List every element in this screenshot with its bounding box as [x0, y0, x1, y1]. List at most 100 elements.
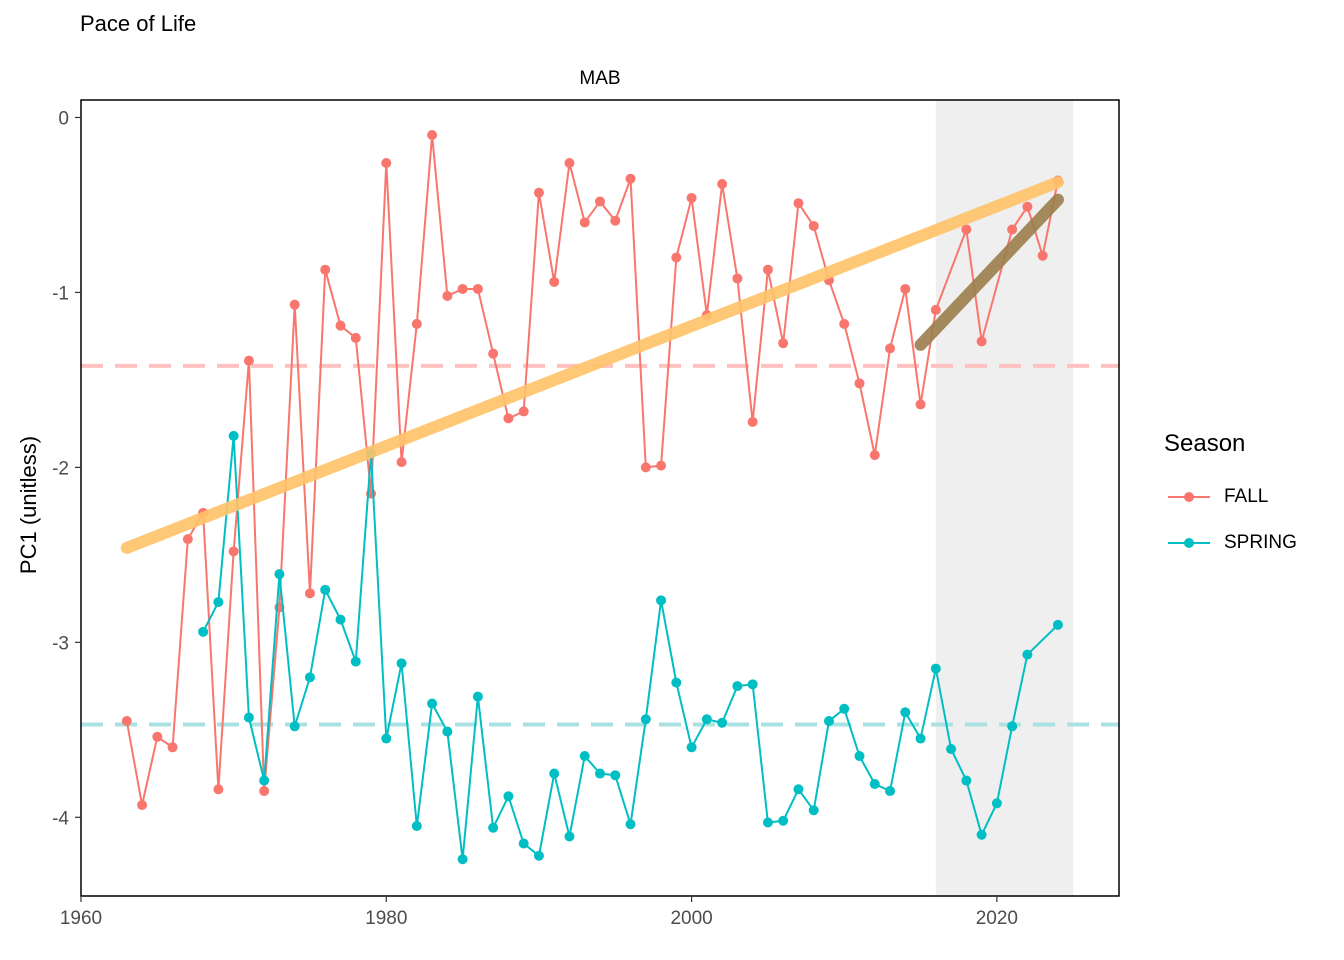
legend-key-spring	[1168, 538, 1210, 548]
data-point-fall	[930, 304, 941, 315]
series-line-spring	[202, 435, 1059, 860]
data-point-fall	[869, 450, 880, 461]
data-point-fall	[1022, 201, 1033, 212]
data-point-spring	[213, 597, 224, 608]
data-point-spring	[762, 817, 773, 828]
legend: Season FALL SPRING	[1164, 430, 1297, 566]
data-point-fall	[549, 276, 560, 287]
data-point-spring	[503, 791, 514, 802]
data-point-fall	[732, 273, 743, 284]
x-tick-label: 1960	[60, 908, 102, 929]
data-point-fall	[427, 129, 438, 140]
legend-item-spring: SPRING	[1164, 520, 1297, 566]
data-point-spring	[808, 805, 819, 816]
data-point-spring	[930, 663, 941, 674]
data-point-fall	[289, 299, 300, 310]
data-point-spring	[900, 707, 911, 718]
data-point-spring	[381, 733, 392, 744]
legend-label-spring: SPRING	[1224, 532, 1297, 553]
data-point-spring	[793, 784, 804, 795]
data-point-fall	[579, 217, 590, 228]
data-point-spring	[289, 721, 300, 732]
y-axis-label: PC1 (unitless)	[16, 436, 41, 574]
data-point-spring	[335, 614, 346, 625]
data-point-fall	[259, 786, 270, 797]
data-point-fall	[686, 192, 697, 203]
data-point-fall	[213, 784, 224, 795]
data-point-spring	[823, 716, 834, 727]
data-point-spring	[747, 679, 758, 690]
data-point-spring	[518, 838, 529, 849]
data-point-spring	[1022, 649, 1033, 660]
data-point-spring	[488, 822, 499, 833]
data-point-fall	[717, 178, 728, 189]
data-point-spring	[778, 815, 789, 826]
data-point-spring	[701, 714, 712, 725]
data-point-fall	[350, 332, 361, 343]
data-point-fall	[137, 800, 148, 811]
panel-label: MAB	[579, 68, 620, 89]
data-point-fall	[900, 283, 911, 294]
data-point-fall	[595, 196, 605, 207]
data-point-fall	[411, 318, 422, 329]
data-point-spring	[1007, 721, 1018, 732]
data-point-fall	[747, 416, 758, 427]
data-point-spring	[1052, 619, 1063, 630]
data-point-fall	[152, 731, 163, 742]
data-point-fall	[762, 264, 773, 275]
data-point-spring	[946, 744, 957, 755]
data-point-spring	[243, 712, 254, 723]
plot-area: 0 -1 -2 -3 -4 1960 1980 2000 2020	[52, 99, 1120, 929]
legend-label-fall: FALL	[1224, 486, 1269, 507]
data-point-spring	[304, 672, 315, 683]
y-tick-label: 0	[58, 108, 69, 129]
data-point-fall	[518, 406, 529, 417]
data-point-fall	[854, 378, 865, 389]
data-point-spring	[411, 821, 422, 832]
data-point-spring	[686, 742, 697, 753]
data-point-fall	[1007, 224, 1018, 235]
trend-line-recent	[914, 193, 1064, 351]
data-point-fall	[472, 283, 483, 294]
data-point-spring	[549, 768, 560, 779]
data-point-spring	[350, 656, 361, 667]
data-point-fall	[625, 173, 636, 184]
x-tick-label: 1980	[365, 908, 407, 929]
data-point-fall	[778, 338, 789, 349]
x-tick-label: 2000	[670, 908, 712, 929]
data-point-spring	[640, 714, 651, 725]
data-point-fall	[457, 283, 468, 294]
data-point-spring	[198, 626, 209, 637]
data-point-fall	[533, 187, 544, 198]
data-point-spring	[228, 430, 239, 441]
data-point-spring	[854, 751, 865, 762]
data-point-fall	[656, 460, 667, 471]
y-tick-label: -3	[52, 633, 69, 654]
data-point-fall	[961, 224, 972, 235]
y-tick-label: -1	[52, 283, 69, 304]
panel-border	[80, 99, 1120, 897]
data-point-fall	[839, 318, 850, 329]
data-point-spring	[259, 775, 270, 786]
data-point-spring	[427, 698, 438, 709]
data-point-fall	[381, 157, 392, 168]
y-tick-label: -4	[52, 808, 69, 829]
data-point-fall	[808, 220, 819, 231]
data-point-spring	[961, 775, 972, 786]
data-point-spring	[595, 768, 605, 779]
data-point-spring	[671, 677, 682, 688]
data-point-fall	[488, 348, 499, 359]
data-point-fall	[1037, 250, 1048, 261]
legend-item-fall: FALL	[1164, 474, 1297, 520]
data-point-fall	[640, 462, 651, 473]
data-point-spring	[457, 854, 468, 865]
data-point-fall	[793, 198, 804, 209]
x-tick-label: 2020	[976, 908, 1018, 929]
trend-line-long-term	[120, 176, 1064, 554]
data-point-fall	[610, 215, 621, 226]
data-point-spring	[915, 733, 926, 744]
data-point-spring	[991, 798, 1002, 809]
data-point-spring	[320, 584, 331, 595]
chart-title: Pace of Life	[80, 11, 197, 36]
data-point-spring	[869, 779, 880, 790]
